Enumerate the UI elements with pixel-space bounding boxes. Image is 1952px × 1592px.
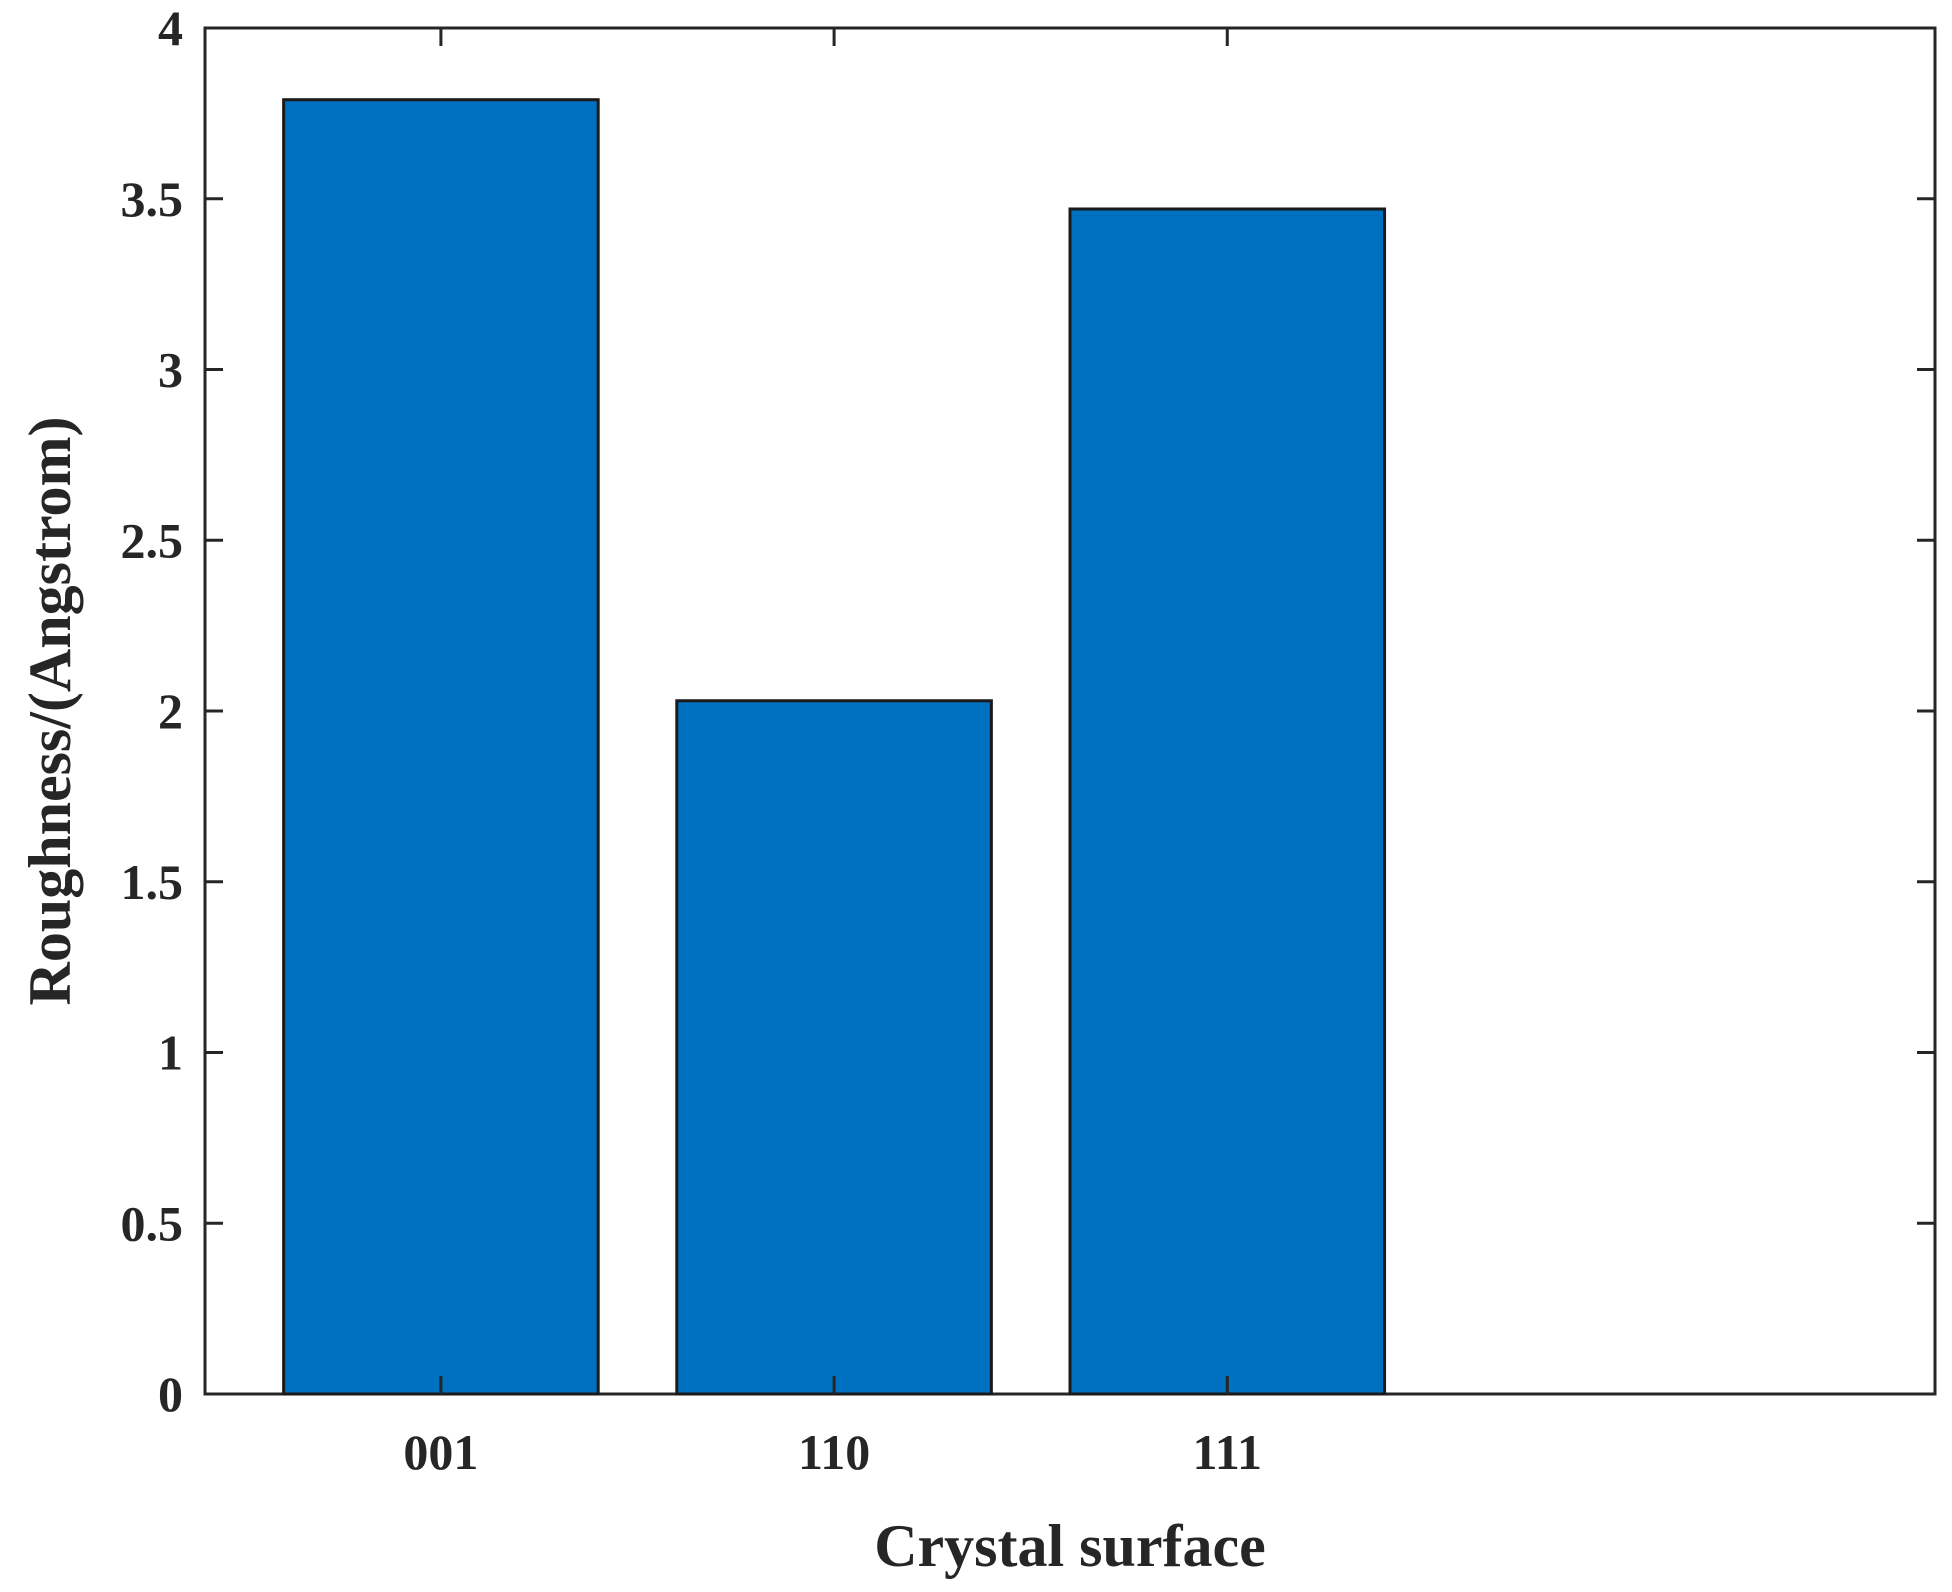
x-tick-label: 110 [798,1424,870,1480]
y-tick-label: 3 [158,342,183,398]
y-tick-label: 2.5 [121,512,184,568]
bar-110 [675,699,993,1396]
y-tick-label: 1 [158,1025,183,1081]
y-tick-label: 4 [158,0,183,56]
x-axis-title: Crystal surface [874,1513,1266,1579]
y-axis-title: Roughness/(Angstrom) [17,417,83,1006]
bars-layer [282,98,1387,1396]
x-tick-label: 111 [1193,1424,1262,1480]
y-tick-label: 2 [158,683,183,739]
bar-001 [282,98,600,1396]
ticks-layer [205,26,1935,1396]
y-tick-label: 0.5 [121,1195,184,1251]
y-tick-labels: 0 0.5 1 1.5 2 2.5 3 3.5 4 [121,0,184,1422]
bar-111 [1068,207,1387,1396]
x-tick-label: 001 [403,1424,478,1480]
y-tick-label: 1.5 [121,854,184,910]
y-tick-label: 3.5 [121,171,184,227]
x-tick-labels: 001 110 111 [403,1424,1262,1480]
y-tick-label: 0 [158,1366,183,1422]
